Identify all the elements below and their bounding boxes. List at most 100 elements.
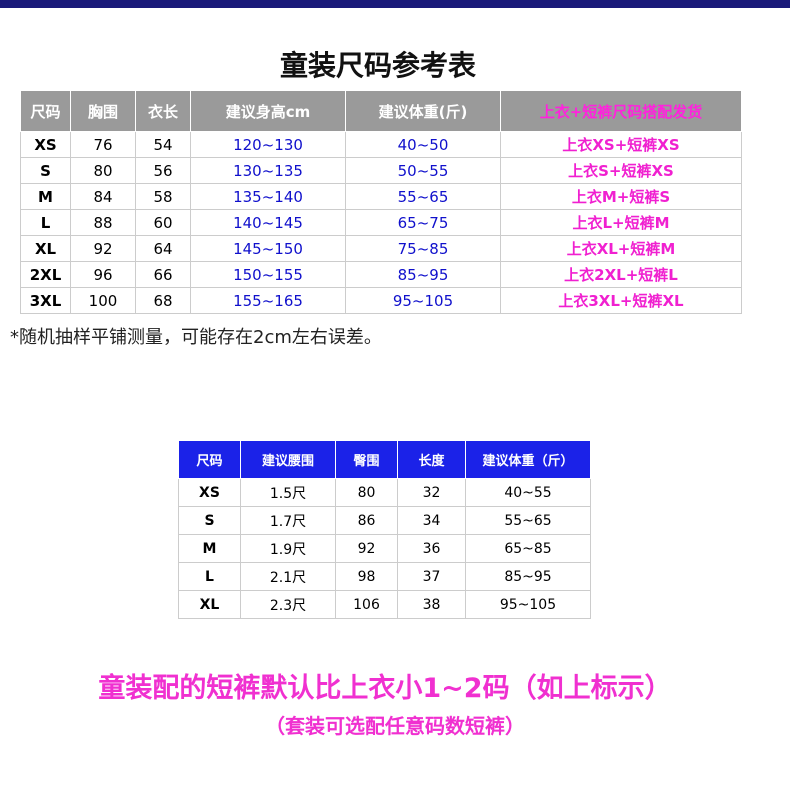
row: L 2.1尺 98 37 85~95: [178, 562, 591, 591]
cell: 80: [70, 157, 136, 184]
cell: 85~95: [345, 261, 501, 288]
cell: 2.3尺: [240, 590, 336, 619]
cell: 1.7尺: [240, 506, 336, 535]
cell: 上衣2XL+短裤L: [500, 261, 742, 288]
row: M 1.9尺 92 36 65~85: [178, 534, 591, 563]
cell: 65~85: [465, 534, 591, 563]
cell: 140~145: [190, 209, 346, 236]
cell: 95~105: [345, 287, 501, 314]
row: M 84 58 135~140 55~65 上衣M+短裤S: [20, 183, 742, 210]
footer-main: 童装配的短裤默认比上衣小1~2码（如上标示）: [98, 673, 672, 704]
cell: 150~155: [190, 261, 346, 288]
cell: 上衣S+短裤XS: [500, 157, 742, 184]
cell: 106: [335, 590, 398, 619]
header-cell: 建议身高cm: [190, 90, 346, 132]
cell: M: [20, 183, 71, 210]
row: XL 2.3尺 106 38 95~105: [178, 590, 591, 619]
header-cell: 尺码: [178, 440, 241, 479]
cell: 80: [335, 478, 398, 507]
cell: 36: [397, 534, 466, 563]
cell: 上衣3XL+短裤XL: [500, 287, 742, 314]
header-cell: 上衣+短裤尺码搭配发货: [500, 90, 742, 132]
cell: 50~55: [345, 157, 501, 184]
cell: 2XL: [20, 261, 71, 288]
cell: 55~65: [465, 506, 591, 535]
cell: M: [178, 534, 241, 563]
row: L 88 60 140~145 65~75 上衣L+短裤M: [20, 209, 742, 236]
cell: 1.9尺: [240, 534, 336, 563]
title: 童装尺码参考表: [279, 49, 476, 82]
row: XS 1.5尺 80 32 40~55: [178, 478, 591, 507]
cell: 60: [135, 209, 191, 236]
note: *随机抽样平铺测量，可能存在2cm左右误差。: [10, 327, 382, 348]
cell: L: [178, 562, 241, 591]
header-cell: 建议体重（斤）: [465, 440, 591, 479]
header-cell: 胸围: [70, 90, 136, 132]
row: XL 92 64 145~150 75~85 上衣XL+短裤M: [20, 235, 742, 262]
cell: 1.5尺: [240, 478, 336, 507]
cell: 86: [335, 506, 398, 535]
row: S 80 56 130~135 50~55 上衣S+短裤XS: [20, 157, 742, 184]
cell: XS: [20, 131, 71, 158]
cell: 3XL: [20, 287, 71, 314]
cell: 58: [135, 183, 191, 210]
size-table: 尺码 胸围 衣长 建议身高cm 建议体重(斤) 上衣+短裤尺码搭配发货 XS 76 54 120~…: [20, 90, 742, 314]
header-cell: 建议腰围: [240, 440, 336, 479]
cell: 96: [70, 261, 136, 288]
cell: 92: [335, 534, 398, 563]
cell: L: [20, 209, 71, 236]
cell: 75~85: [345, 235, 501, 262]
cell: 76: [70, 131, 136, 158]
header-cell: 衣长: [135, 90, 191, 132]
header-row: 尺码 建议腰围 臀围 长度 建议体重（斤）: [178, 440, 591, 479]
row: S 1.7尺 86 34 55~65: [178, 506, 591, 535]
cell: 34: [397, 506, 466, 535]
cell: 130~135: [190, 157, 346, 184]
cell: 54: [135, 131, 191, 158]
cell: 100: [70, 287, 136, 314]
cell: 上衣XL+短裤M: [500, 235, 742, 262]
cell: 88: [70, 209, 136, 236]
cell: S: [20, 157, 71, 184]
row: XS 76 54 120~130 40~50 上衣XS+短裤XS: [20, 131, 742, 158]
cell: XL: [178, 590, 241, 619]
cell: 37: [397, 562, 466, 591]
cell: 64: [135, 235, 191, 262]
footer-sub: （套装可选配任意码数短裤）: [265, 714, 525, 738]
cell: 120~130: [190, 131, 346, 158]
shorts-table: 尺码 建议腰围 臀围 长度 建议体重（斤） XS 1.5尺 80 32 40~55 S 1.7尺 86 3…: [178, 440, 591, 619]
cell: 2.1尺: [240, 562, 336, 591]
cell: 66: [135, 261, 191, 288]
cell: 上衣XS+短裤XS: [500, 131, 742, 158]
cell: 56: [135, 157, 191, 184]
header-row: 尺码 胸围 衣长 建议身高cm 建议体重(斤) 上衣+短裤尺码搭配发货: [20, 90, 742, 132]
cell: 84: [70, 183, 136, 210]
row: 2XL 96 66 150~155 85~95 上衣2XL+短裤L: [20, 261, 742, 288]
cell: S: [178, 506, 241, 535]
cell: 上衣L+短裤M: [500, 209, 742, 236]
header-cell: 尺码: [20, 90, 71, 132]
cell: 98: [335, 562, 398, 591]
cell: 92: [70, 235, 136, 262]
cell: 40~55: [465, 478, 591, 507]
cell: 155~165: [190, 287, 346, 314]
cell: 65~75: [345, 209, 501, 236]
header-cell: 长度: [397, 440, 466, 479]
header-cell: 臀围: [335, 440, 398, 479]
top-bar: [0, 0, 790, 8]
cell: 55~65: [345, 183, 501, 210]
cell: 95~105: [465, 590, 591, 619]
cell: 上衣M+短裤S: [500, 183, 742, 210]
cell: 145~150: [190, 235, 346, 262]
cell: 40~50: [345, 131, 501, 158]
cell: 32: [397, 478, 466, 507]
cell: 68: [135, 287, 191, 314]
header-cell: 建议体重(斤): [345, 90, 501, 132]
cell: 85~95: [465, 562, 591, 591]
cell: XL: [20, 235, 71, 262]
row: 3XL 100 68 155~165 95~105 上衣3XL+短裤XL: [20, 287, 742, 314]
cell: 135~140: [190, 183, 346, 210]
cell: XS: [178, 478, 241, 507]
cell: 38: [397, 590, 466, 619]
